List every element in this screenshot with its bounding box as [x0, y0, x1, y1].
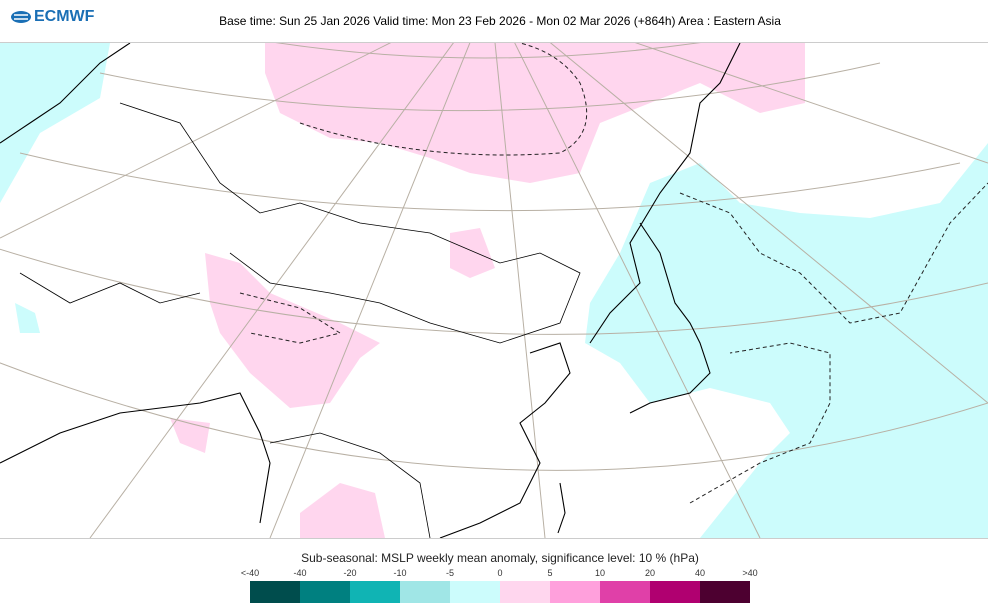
legend-tick: 5 [547, 568, 553, 578]
legend-swatch [700, 581, 750, 603]
legend-tick: 40 [694, 568, 706, 578]
negative-anomaly-region [0, 43, 110, 203]
positive-anomaly-region [265, 43, 805, 183]
legend-title: Sub-seasonal: MSLP weekly mean anomaly, … [301, 551, 699, 565]
logo-text: ECMWF [34, 8, 95, 25]
legend-tick: 10 [594, 568, 606, 578]
legend-tick: 0 [497, 568, 503, 578]
legend-swatch [650, 581, 700, 603]
ecmwf-logo: ECMWF [10, 8, 94, 26]
legend-tick: <-40 [240, 568, 260, 578]
negative-anomaly-region [585, 143, 988, 538]
positive-anomaly-region [205, 253, 380, 408]
legend-swatch [250, 581, 300, 603]
legend-colorbar [250, 581, 750, 603]
anomaly-map [0, 0, 988, 539]
legend-tick: -40 [293, 568, 307, 578]
page-title: Base time: Sun 25 Jan 2026 Valid time: M… [219, 14, 781, 28]
legend-tick: -10 [393, 568, 407, 578]
legend-tick: -20 [343, 568, 357, 578]
legend-swatch [500, 581, 550, 603]
legend-tick: 20 [644, 568, 656, 578]
ecmwf-logo-icon [11, 11, 31, 23]
legend-tick: >40 [742, 568, 758, 578]
legend-swatch [350, 581, 400, 603]
legend-swatch [550, 581, 600, 603]
legend-swatch [600, 581, 650, 603]
legend-ticks: <-40 -40 -20 -10 -5 0 5 10 20 40 >40 [241, 568, 758, 580]
legend-swatch [450, 581, 500, 603]
legend-swatch [400, 581, 450, 603]
legend-tick: -5 [445, 568, 455, 578]
legend-swatch [300, 581, 350, 603]
map-panel[interactable] [0, 0, 988, 539]
